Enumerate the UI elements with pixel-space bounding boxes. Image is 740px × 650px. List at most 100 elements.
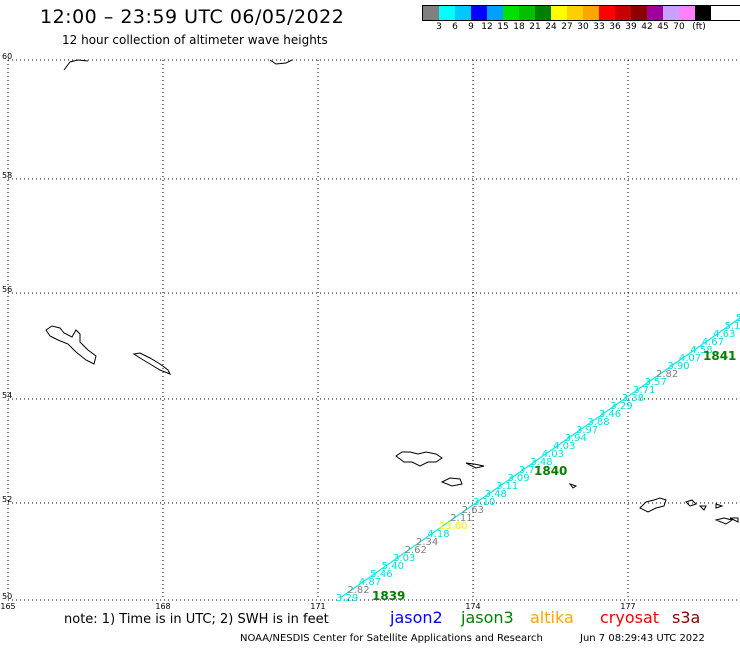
color-scale-label: 45 xyxy=(657,22,669,32)
wave-height-value: 4.07 xyxy=(679,353,701,364)
wave-height-value: 2.82 xyxy=(656,369,678,380)
color-scale-label: 21 xyxy=(529,22,541,32)
longitude-label: 168 xyxy=(155,602,170,611)
longitude-label: 177 xyxy=(620,602,635,611)
color-scale-label: 27 xyxy=(561,22,573,32)
color-scale-label: 9 xyxy=(468,22,474,32)
wave-height-value: 3.94 xyxy=(565,433,587,444)
satellite-name: jason3 xyxy=(461,608,514,627)
color-scale-label: 42 xyxy=(641,22,653,32)
coastline-komandorsky-bering xyxy=(45,325,97,365)
latitude-label: 60 xyxy=(2,52,12,61)
map-title: 12:00 – 23:59 UTC 06/05/2022 xyxy=(40,6,345,28)
color-scale-swatch xyxy=(503,6,519,20)
color-scale-swatch xyxy=(615,6,631,20)
wave-height-value: 4.03 xyxy=(553,441,575,452)
wave-height-value: 3.38 xyxy=(622,393,644,404)
wave-height-value: 5.40 xyxy=(382,561,404,572)
wave-height-value: 2.62 xyxy=(405,545,427,556)
latitude-label: 56 xyxy=(2,285,12,294)
color-scale-label: 30 xyxy=(577,22,589,32)
altimeter-track: 3.292.824.875.465.403.032.622.344.1823.6… xyxy=(336,313,740,604)
color-scale-swatch xyxy=(679,6,695,20)
satellite-name: s3a xyxy=(672,608,701,627)
wave-height-value: 2.11 xyxy=(450,513,472,524)
satellite-name: cryosat xyxy=(600,608,660,627)
wave-height-value: 3.10 xyxy=(473,497,495,508)
wave-height-value: 2.63 xyxy=(462,505,484,516)
satellite-name: altika xyxy=(530,608,574,627)
coastline-buldir xyxy=(568,483,578,489)
wave-height-value: 5.11 xyxy=(725,321,740,332)
coastline-komandorsky-medny xyxy=(132,352,172,375)
color-scale-swatch xyxy=(551,6,567,20)
color-scale-label: 24 xyxy=(545,22,557,32)
wave-height-value: 3.77 xyxy=(519,465,541,476)
wave-height-value: 3.48 xyxy=(530,457,552,468)
latitude-label: 50 xyxy=(2,592,12,601)
wave-height-value: 4.63 xyxy=(713,329,735,340)
color-scale-label: 18 xyxy=(513,22,525,32)
lat-lon-grid xyxy=(7,59,738,601)
footnote: note: 1) Time is in UTC; 2) SWH is in fe… xyxy=(64,612,329,627)
latitude-label: 58 xyxy=(2,171,12,180)
coastline-semichi xyxy=(465,462,485,469)
wave-height-value: 4.67 xyxy=(702,337,724,348)
wave-height-value: 23.60 xyxy=(439,521,468,532)
wave-height-value: 2.34 xyxy=(416,537,438,548)
color-scale-legend: 3 6 9 12 15 18 21 24 27 30 33 36 39 42 45 70 (ft) xyxy=(422,5,740,33)
color-scale-swatch xyxy=(519,6,535,20)
wave-height-value: 3.29 xyxy=(610,401,632,412)
color-scale-swatch xyxy=(423,6,439,20)
wave-height-value: 3.09 xyxy=(507,473,529,484)
wave-height-value: 4.03 xyxy=(542,449,564,460)
longitude-label: 174 xyxy=(465,602,480,611)
color-scale-swatch xyxy=(647,6,663,20)
color-scale-swatch xyxy=(695,6,711,20)
wave-height-value: 3.71 xyxy=(633,385,655,396)
color-scale-label: 3 xyxy=(436,22,442,32)
wave-height-value: 4.58 xyxy=(690,345,712,356)
wave-height-value: 3.11 xyxy=(496,481,518,492)
color-scale-label: 15 xyxy=(497,22,509,32)
color-scale-swatch xyxy=(471,6,487,20)
wave-height-value: 2.82 xyxy=(347,585,369,596)
wave-height-value: 3.03 xyxy=(393,553,415,564)
wave-height-value: 5.32 xyxy=(736,313,740,324)
track-line xyxy=(339,317,740,599)
wave-height-value: 4.87 xyxy=(359,577,381,588)
color-scale-bar xyxy=(422,5,740,21)
latitude-label: 54 xyxy=(2,391,12,400)
wave-height-value: 3.48 xyxy=(485,489,507,500)
wave-height-value: 3.97 xyxy=(576,425,598,436)
color-scale-label: 6 xyxy=(452,22,458,32)
color-scale-swatch xyxy=(487,6,503,20)
satellite-name: jason2 xyxy=(390,608,443,627)
color-scale-swatch xyxy=(631,6,647,20)
wave-height-value: 3.46 xyxy=(599,409,621,420)
timestamp-text: Jun 7 08:29:43 UTC 2022 xyxy=(580,633,705,644)
color-scale-label: 39 xyxy=(625,22,637,32)
color-scale-swatch xyxy=(535,6,551,20)
longitude-label: 165 xyxy=(0,602,15,611)
coastlines xyxy=(45,59,739,525)
coastline-siberia xyxy=(63,59,293,71)
wave-height-value: 4.18 xyxy=(427,529,449,540)
pass-time-label: 1840 xyxy=(534,464,567,478)
wave-height-value: 3.88 xyxy=(587,417,609,428)
pass-time-label: 1839 xyxy=(372,589,405,603)
coastline-agattu xyxy=(440,477,463,487)
color-scale-label: (ft) xyxy=(692,22,706,32)
color-scale-swatch xyxy=(583,6,599,20)
color-scale-label: 33 xyxy=(593,22,605,32)
wave-height-value: 3.29 xyxy=(336,593,358,604)
color-scale-label: 12 xyxy=(481,22,493,32)
credit-text: NOAA/NESDIS Center for Satellite Applica… xyxy=(240,633,543,644)
map-subtitle: 12 hour collection of altimeter wave hei… xyxy=(62,33,328,47)
color-scale-swatch xyxy=(663,6,679,20)
wave-height-value: 3.90 xyxy=(667,361,689,372)
color-scale-swatch xyxy=(455,6,471,20)
longitude-label: 171 xyxy=(310,602,325,611)
coastline-rat-islands xyxy=(685,499,739,525)
